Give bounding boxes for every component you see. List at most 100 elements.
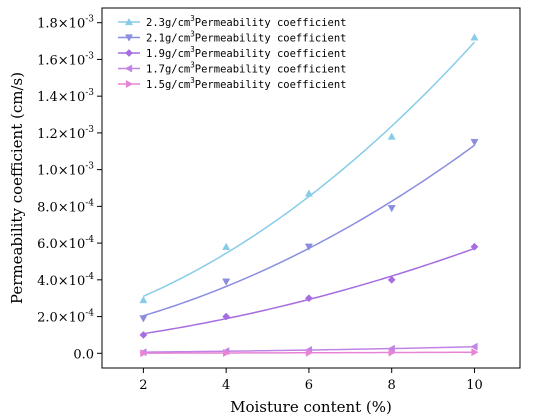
legend-label: 1.5g/cm3Permeability coefficient: [146, 76, 347, 91]
legend-label-post: Permeability coefficient: [195, 48, 347, 60]
legend-label-post: Permeability coefficient: [195, 79, 347, 91]
series-4-point: [305, 348, 314, 357]
legend-label-sup: 3: [190, 14, 195, 23]
series-1-line: [143, 144, 475, 317]
series-layer: [139, 33, 479, 358]
y-tick-exponent: -4: [85, 198, 94, 208]
series-2-point: [222, 312, 231, 321]
legend-swatch-marker: [124, 17, 134, 26]
y-tick-label: 6.0×10-4: [37, 235, 94, 252]
series-0-point: [304, 189, 313, 197]
series-2-point: [139, 330, 148, 339]
legend-label-post: Permeability coefficient: [195, 17, 347, 29]
x-axis-title: Moisture content (%): [230, 398, 392, 416]
series-2: [139, 242, 479, 339]
y-tick-label: 8.0×10-4: [37, 198, 94, 215]
legend-label-sup: 3: [190, 45, 195, 54]
legend-label-sup: 3: [190, 76, 195, 85]
legend-swatch-marker: [124, 34, 134, 42]
legend-label-pre: 2.3g/cm: [146, 17, 190, 29]
legend-label: 1.9g/cm3Permeability coefficient: [146, 45, 347, 60]
x-tick-label: 2: [139, 378, 147, 393]
series-2-point: [470, 242, 479, 251]
legend-label-post: Permeability coefficient: [195, 64, 347, 76]
y-tick-exponent: -4: [85, 272, 94, 282]
series-4-point: [223, 348, 231, 357]
plot-frame: [101, 7, 521, 369]
legend-label: 2.1g/cm3Permeability coefficient: [146, 30, 347, 45]
y-tick-mantissa: 6.0×10: [37, 237, 85, 252]
y-tick-exponent: -3: [85, 15, 94, 25]
x-tick-label: 10: [466, 378, 483, 393]
y-tick-mantissa: 1.4×10: [37, 90, 85, 105]
y-tick-exponent: -4: [85, 309, 94, 319]
y-tick-label: 1.8×10-3: [37, 15, 94, 32]
plot-area: [101, 7, 521, 369]
series-3-point: [470, 342, 478, 351]
legend-item: 1.5g/cm3Permeability coefficient: [118, 76, 347, 91]
y-tick-mantissa: 8.0×10: [37, 200, 85, 215]
legend-label-sup: 3: [190, 61, 195, 70]
x-axis: 2 4 6 8 10: [139, 368, 483, 393]
series-0-point: [222, 242, 231, 250]
series-4: [140, 348, 479, 358]
series-4-point: [471, 348, 479, 357]
series-1-point: [139, 315, 148, 323]
y-tick-mantissa: 2.0×10: [37, 311, 85, 326]
series-0-point: [387, 132, 396, 140]
y-tick-mantissa: 1.2×10: [37, 127, 85, 142]
legend-label-pre: 2.1g/cm: [146, 33, 190, 45]
y-tick-exponent: -3: [85, 51, 94, 61]
legend-label-pre: 1.9g/cm: [146, 48, 190, 60]
y-tick-exponent: -3: [85, 162, 94, 172]
series-1-point: [304, 243, 313, 251]
legend-item: 2.1g/cm3Permeability coefficient: [118, 30, 347, 45]
legend: 2.3g/cm3Permeability coefficient2.1g/cm3…: [118, 14, 347, 91]
legend-swatch-marker: [124, 64, 133, 73]
y-tick-exponent: -3: [85, 125, 94, 135]
legend-label: 2.3g/cm3Permeability coefficient: [146, 14, 347, 29]
x-tick-label: 6: [305, 378, 313, 393]
y-axis: 0.02.0×10-44.0×10-46.0×10-48.0×10-41.0×1…: [37, 15, 102, 362]
legend-swatch-marker: [125, 79, 134, 89]
series-4-point: [140, 349, 148, 358]
legend-label-pre: 1.7g/cm: [146, 64, 190, 76]
series-0: [139, 33, 479, 304]
legend-item: 2.3g/cm3Permeability coefficient: [118, 14, 347, 29]
x-tick-label: 8: [388, 378, 396, 393]
series-2-point: [387, 275, 396, 284]
y-tick-mantissa: 1.6×10: [37, 53, 85, 68]
y-tick-label: 4.0×10-4: [37, 272, 94, 289]
legend-item: 1.9g/cm3Permeability coefficient: [118, 45, 347, 60]
legend-label-sup: 3: [190, 30, 195, 39]
series-0-point: [470, 33, 479, 41]
legend-item: 1.7g/cm3Permeability coefficient: [118, 61, 347, 76]
y-tick-mantissa: 1.8×10: [37, 17, 85, 32]
y-tick-label: 2.0×10-4: [37, 309, 94, 326]
legend-label-post: Permeability coefficient: [195, 33, 347, 45]
series-1: [139, 138, 479, 323]
x-tick-label: 4: [222, 378, 230, 393]
series-2-line: [143, 247, 475, 335]
y-tick-label: 1.4×10-3: [37, 88, 94, 105]
y-tick-label: 0.0: [73, 347, 94, 362]
series-1-point: [387, 205, 396, 213]
series-1-point: [470, 138, 479, 147]
series-2-point: [304, 294, 313, 303]
legend-swatch-marker: [125, 49, 133, 57]
y-tick-exponent: -3: [85, 88, 94, 98]
series-0-point: [139, 295, 148, 304]
legend-label-pre: 1.5g/cm: [146, 79, 190, 91]
series-4-point: [388, 348, 396, 357]
y-tick-label: 1.2×10-3: [37, 125, 94, 142]
y-tick-label: 1.0×10-3: [37, 162, 94, 179]
legend-label: 1.7g/cm3Permeability coefficient: [146, 61, 347, 76]
y-tick-label: 1.6×10-3: [37, 51, 94, 68]
y-tick-mantissa: 0.0: [73, 347, 94, 362]
y-tick-mantissa: 4.0×10: [37, 274, 85, 289]
y-tick-exponent: -4: [85, 235, 94, 245]
y-axis-title: Permeability coefficient (cm/s): [8, 72, 26, 304]
series-1-point: [222, 278, 231, 286]
y-tick-mantissa: 1.0×10: [37, 164, 85, 179]
